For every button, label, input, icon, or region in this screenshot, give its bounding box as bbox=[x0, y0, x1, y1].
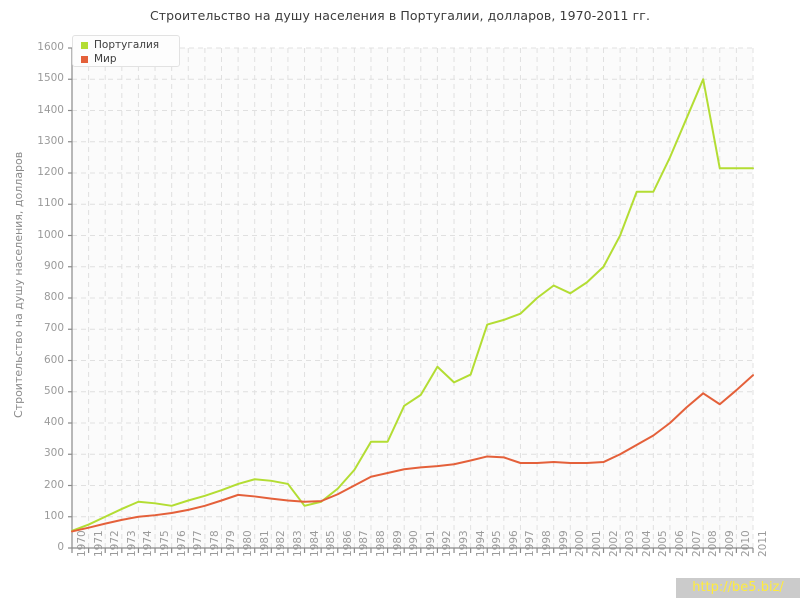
x-tick-label: 1985 bbox=[325, 530, 338, 557]
x-tick-label: 1977 bbox=[192, 530, 205, 557]
legend-label-world: Мир bbox=[94, 53, 117, 65]
x-tick-label: 1994 bbox=[474, 530, 487, 557]
y-tick-label: 500 bbox=[43, 384, 64, 397]
x-tick-label: 1975 bbox=[159, 530, 172, 557]
x-tick-label: 1983 bbox=[291, 530, 304, 557]
x-tick-label: 1978 bbox=[208, 530, 221, 557]
x-tick-label: 2001 bbox=[590, 530, 603, 557]
x-tick-label: 1990 bbox=[408, 530, 421, 557]
x-tick-label: 1976 bbox=[175, 530, 188, 557]
x-tick-label: 1995 bbox=[491, 530, 504, 557]
chart-legend: Португалия Мир bbox=[72, 35, 180, 67]
x-tick-label: 1986 bbox=[341, 530, 354, 557]
x-tick-label: 1999 bbox=[557, 530, 570, 557]
x-tick-label: 1973 bbox=[125, 530, 138, 557]
series-line-portugal bbox=[71, 78, 754, 532]
x-tick-label: 2000 bbox=[574, 530, 587, 557]
x-tick-label: 1993 bbox=[458, 530, 471, 557]
x-tick-label: 1982 bbox=[275, 530, 288, 557]
x-tick-label: 1988 bbox=[374, 530, 387, 557]
chart-title: Строительство на душу населения в Португ… bbox=[149, 8, 651, 23]
x-tick-label: 2009 bbox=[723, 530, 736, 557]
legend-label-portugal: Португалия bbox=[94, 39, 160, 51]
x-tick-label: 1974 bbox=[142, 530, 155, 557]
x-tick-label: 1979 bbox=[225, 530, 238, 557]
y-tick-label: 400 bbox=[43, 416, 64, 428]
y-tick-label: 1200 bbox=[37, 166, 64, 178]
watermark: http://be5.biz/ bbox=[676, 578, 800, 598]
y-tick-label: 1600 bbox=[37, 41, 64, 53]
y-tick-label: 900 bbox=[43, 259, 64, 272]
legend-swatch-portugal bbox=[81, 42, 88, 49]
x-tick-label: 2011 bbox=[757, 530, 769, 557]
x-tick-label: 1997 bbox=[524, 530, 537, 557]
x-tick-label: 1984 bbox=[308, 530, 321, 557]
x-tick-label: 2006 bbox=[673, 530, 686, 557]
x-tick-label: 2002 bbox=[607, 530, 620, 557]
y-tick-label: 1000 bbox=[37, 228, 64, 241]
x-tick-label: 2007 bbox=[690, 530, 703, 557]
x-tick-label: 2004 bbox=[640, 530, 653, 557]
series-line-world bbox=[71, 374, 754, 533]
y-tick-label: 1500 bbox=[37, 72, 64, 85]
y-tick-label: 1400 bbox=[37, 103, 64, 116]
x-tick-label: 2008 bbox=[707, 530, 720, 557]
x-tick-label: 1981 bbox=[258, 530, 271, 557]
y-tick-label: 0 bbox=[57, 541, 64, 553]
y-tick-label: 100 bbox=[43, 509, 64, 522]
x-tick-label: 1971 bbox=[92, 530, 105, 557]
x-tick-label: 1996 bbox=[507, 530, 520, 557]
y-tick-label: 300 bbox=[43, 447, 64, 460]
x-tick-label: 1972 bbox=[109, 530, 122, 557]
y-tick-label: 1100 bbox=[37, 197, 64, 210]
legend-item-portugal[interactable]: Португалия bbox=[79, 39, 173, 52]
y-axis-title: Строительство на душу населения, долларо… bbox=[12, 151, 25, 418]
y-tick-label: 200 bbox=[43, 478, 64, 491]
legend-swatch-world bbox=[81, 56, 88, 63]
y-tick-label: 1300 bbox=[37, 134, 64, 147]
x-tick-label: 1970 bbox=[76, 530, 88, 557]
x-tick-label: 1989 bbox=[391, 530, 404, 557]
x-tick-label: 2010 bbox=[740, 530, 753, 557]
x-tick-label: 1991 bbox=[424, 530, 437, 557]
x-tick-label: 1992 bbox=[441, 530, 454, 557]
y-tick-label: 800 bbox=[43, 291, 64, 303]
x-tick-label: 1980 bbox=[242, 530, 255, 557]
y-tick-label: 700 bbox=[43, 322, 64, 335]
x-tick-label: 1987 bbox=[358, 530, 371, 557]
x-tick-label: 2003 bbox=[624, 530, 637, 557]
x-tick-label: 1998 bbox=[541, 530, 554, 557]
x-tick-label: 2005 bbox=[657, 530, 670, 557]
y-tick-label: 600 bbox=[43, 353, 64, 366]
legend-item-world[interactable]: Мир bbox=[79, 53, 173, 66]
